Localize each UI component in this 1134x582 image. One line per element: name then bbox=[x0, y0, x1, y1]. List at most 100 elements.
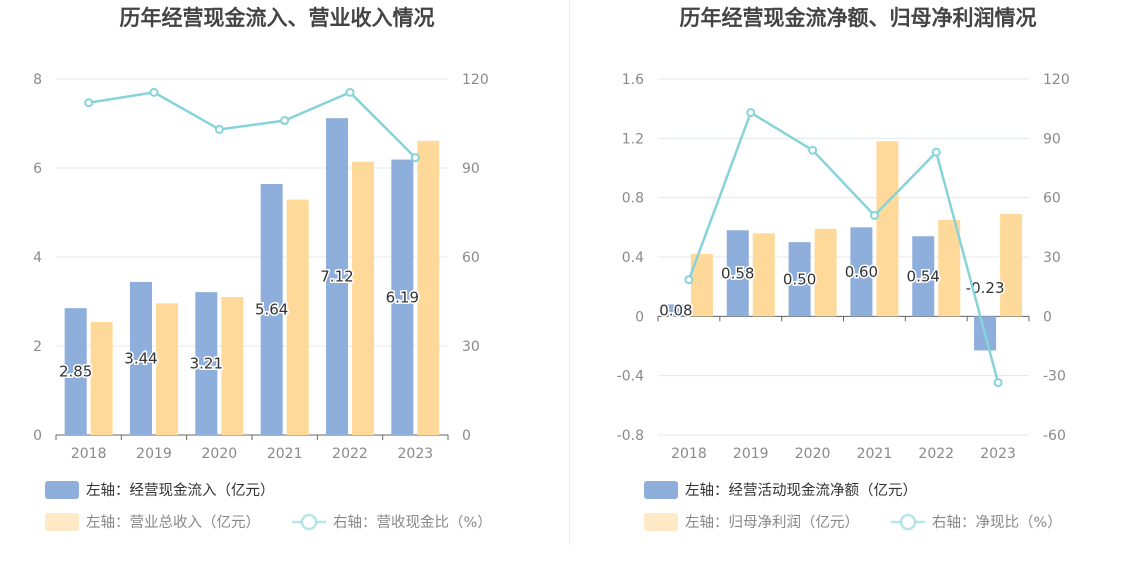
legend-swatch bbox=[45, 481, 79, 499]
secondary-bar bbox=[417, 140, 440, 436]
bar-data-label: 3.44 bbox=[124, 349, 157, 367]
secondary-bar bbox=[752, 233, 775, 317]
legend-swatch bbox=[45, 513, 79, 531]
legend-label: 左轴：经营现金流入（亿元） bbox=[86, 482, 275, 499]
secondary-bar bbox=[90, 321, 113, 435]
left-axis-tick-label: 0.8 bbox=[622, 191, 644, 207]
bar-data-label: 0.08 bbox=[659, 301, 692, 319]
secondary-bar bbox=[1000, 213, 1023, 317]
legend-swatch bbox=[644, 481, 678, 499]
x-axis-tick-label: 2021 bbox=[267, 446, 303, 462]
x-axis-tick-label: 2022 bbox=[332, 446, 368, 462]
ratio-point bbox=[214, 124, 224, 134]
net-cashflow-profit-chart: 历年经营现金流净额、归母净利润情况 -0.8 -0.4 0 0.4 0.8 1.2 1.6 -6… bbox=[617, 6, 1070, 531]
ratio-point bbox=[84, 98, 94, 108]
secondary-bar bbox=[352, 161, 374, 435]
left-axis-tick-label: 8 bbox=[33, 72, 42, 88]
secondary-bar bbox=[938, 219, 961, 317]
primary-bar bbox=[130, 281, 152, 435]
primary-bar bbox=[726, 230, 749, 317]
x-axis-tick-label: 2020 bbox=[795, 446, 831, 462]
secondary-bar bbox=[156, 303, 178, 435]
right-axis-tick-label: 60 bbox=[1043, 191, 1061, 207]
legend-label: 左轴：经营活动现金流净额（亿元） bbox=[685, 482, 917, 499]
ratio-point bbox=[149, 87, 159, 97]
right-axis-tick-label: 0 bbox=[462, 428, 471, 444]
chart-title: 历年经营现金流净额、归母净利润情况 bbox=[680, 6, 1037, 30]
ratio-point bbox=[684, 275, 694, 285]
ratio-point bbox=[869, 210, 879, 220]
legend-label: 左轴：归母净利润（亿元） bbox=[685, 514, 859, 531]
secondary-bar bbox=[286, 199, 309, 435]
bar-data-label: 0.60 bbox=[845, 263, 878, 281]
bar-data-label: 7.12 bbox=[320, 268, 353, 286]
x-axis-tick-label: 2019 bbox=[136, 446, 172, 462]
legend-swatch bbox=[644, 513, 678, 531]
legend-marker bbox=[300, 513, 318, 531]
bar-data-label: 2.85 bbox=[59, 363, 92, 381]
ratio-point bbox=[931, 147, 941, 157]
ratio-point bbox=[746, 108, 756, 118]
cashflow-inflow-revenue-chart: 历年经营现金流入、营业收入情况 0 2 4 6 8 0 30 60 90 120 2018 2019 20… bbox=[33, 6, 492, 531]
secondary-bar bbox=[690, 254, 713, 317]
x-axis-tick-label: 2022 bbox=[918, 446, 954, 462]
left-axis-tick-label: 0 bbox=[635, 309, 644, 325]
right-axis-tick-label: -60 bbox=[1043, 428, 1066, 444]
bar-data-label: 3.21 bbox=[190, 355, 223, 373]
primary-bar bbox=[260, 184, 283, 435]
right-axis-tick-label: 30 bbox=[1043, 250, 1061, 266]
primary-bar bbox=[912, 236, 935, 317]
primary-bar bbox=[664, 304, 687, 317]
x-axis-tick-label: 2021 bbox=[857, 446, 893, 462]
bar-data-label: 0.54 bbox=[907, 267, 940, 285]
bar-data-label: 5.64 bbox=[255, 301, 288, 319]
right-axis-tick-label: 0 bbox=[1043, 309, 1052, 325]
right-axis-tick-label: -30 bbox=[1043, 369, 1066, 385]
right-axis-tick-label: 120 bbox=[462, 72, 489, 88]
primary-bar bbox=[326, 118, 348, 435]
primary-bar bbox=[391, 159, 414, 436]
chart-title: 历年经营现金流入、营业收入情况 bbox=[120, 6, 435, 30]
bar-data-label: 0.58 bbox=[721, 264, 754, 282]
legend-label: 右轴：净现比（%） bbox=[932, 514, 1062, 531]
primary-bar bbox=[64, 308, 87, 435]
bar-data-label: 0.50 bbox=[783, 270, 816, 288]
left-axis-tick-label: 6 bbox=[33, 161, 42, 177]
right-axis-tick-label: 30 bbox=[462, 339, 480, 355]
left-axis-tick-label: -0.4 bbox=[617, 369, 644, 385]
legend-label: 左轴：营业总收入（亿元） bbox=[86, 514, 260, 531]
ratio-point bbox=[345, 87, 355, 97]
left-axis-tick-label: 1.6 bbox=[622, 72, 644, 88]
secondary-bar bbox=[814, 228, 837, 317]
x-axis-tick-label: 2023 bbox=[980, 446, 1016, 462]
right-axis-tick-label: 90 bbox=[1043, 131, 1061, 147]
chart-divider bbox=[569, 0, 570, 545]
x-axis-tick-label: 2019 bbox=[733, 446, 769, 462]
primary-bar bbox=[850, 227, 873, 317]
primary-bar bbox=[195, 292, 218, 435]
ratio-point bbox=[280, 116, 290, 126]
legend-marker bbox=[899, 513, 917, 531]
left-axis-tick-label: 0.4 bbox=[622, 250, 644, 266]
primary-bar bbox=[788, 242, 811, 317]
left-axis-tick-label: 0 bbox=[33, 428, 42, 444]
secondary-bar bbox=[221, 297, 244, 435]
ratio-line bbox=[88, 90, 417, 159]
ratio-point bbox=[808, 145, 818, 155]
left-axis-tick-label: 4 bbox=[33, 250, 42, 266]
x-axis-tick-label: 2018 bbox=[671, 446, 707, 462]
right-axis-tick-label: 120 bbox=[1043, 72, 1070, 88]
x-axis-tick-label: 2020 bbox=[202, 446, 238, 462]
left-axis-tick-label: -0.8 bbox=[617, 428, 644, 444]
ratio-point bbox=[410, 153, 420, 163]
x-axis-tick-label: 2018 bbox=[71, 446, 107, 462]
legend-label: 右轴：营收现金比（%） bbox=[333, 514, 492, 531]
right-axis-tick-label: 60 bbox=[462, 250, 480, 266]
ratio-line bbox=[687, 110, 1000, 383]
ratio-point bbox=[993, 378, 1003, 388]
secondary-bar bbox=[876, 141, 899, 317]
bar-data-label: 6.19 bbox=[386, 288, 419, 306]
right-axis-tick-label: 90 bbox=[462, 161, 480, 177]
left-axis-tick-label: 1.2 bbox=[622, 131, 644, 147]
left-axis-tick-label: 2 bbox=[33, 339, 42, 355]
